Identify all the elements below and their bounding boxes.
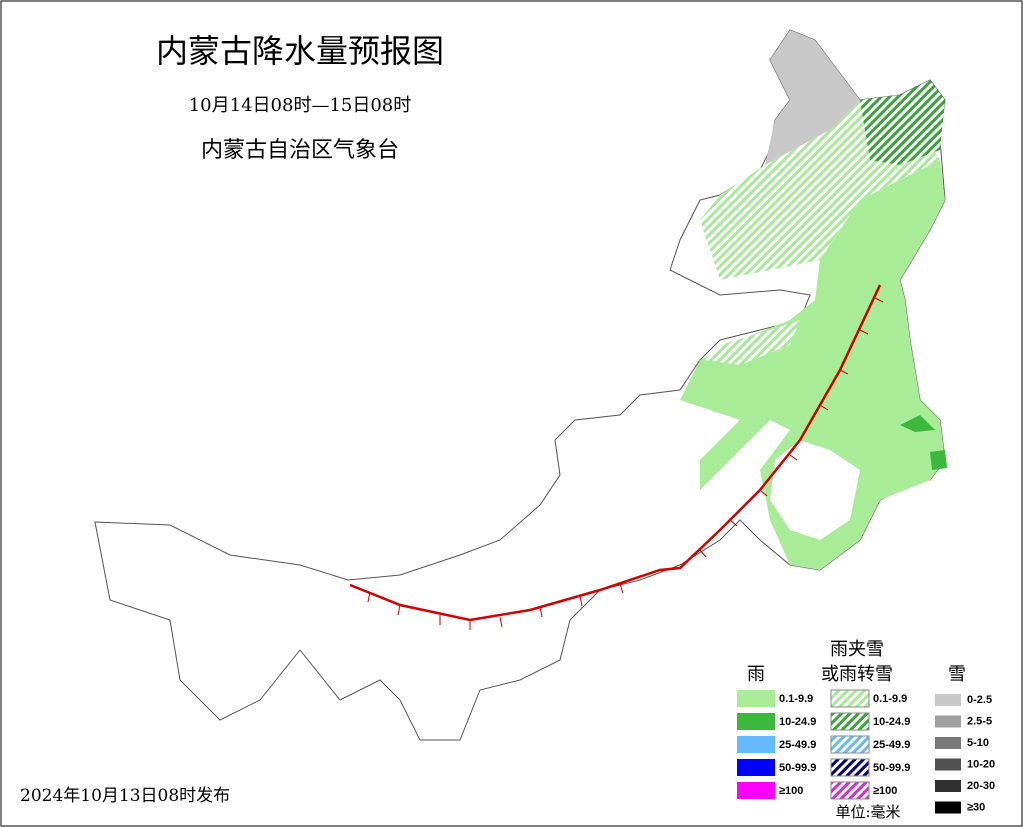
snow-area (765, 30, 860, 165)
legend-swatch (737, 782, 775, 799)
rain-moderate-area-2 (930, 450, 947, 470)
legend-label: 25-49.9 (873, 739, 910, 751)
rain-mixed-west (705, 320, 800, 365)
legend-swatch (737, 713, 775, 730)
boundary-ticks (367, 297, 884, 630)
legend-label: 0-2.5 (967, 694, 992, 706)
legend-label: 20-30 (967, 780, 995, 792)
mixed-heavy-area (860, 80, 945, 165)
legend-swatch (830, 735, 870, 754)
legend-title: 雪 (948, 664, 966, 685)
dry-hole (770, 440, 860, 540)
legend-title: 雨 (747, 664, 765, 685)
legend-swatch (830, 758, 870, 777)
legend-swatch (830, 781, 870, 800)
legend-label: ≥100 (779, 785, 803, 797)
legend-swatch (737, 759, 775, 776)
issuer: 内蒙古自治区气象台 (201, 138, 399, 163)
legend-label: 0.1-9.9 (873, 693, 907, 705)
legend-swatch (830, 689, 870, 708)
legend-label: 10-24.9 (873, 716, 910, 728)
rain-boundary (349, 284, 882, 622)
legend: 0.1-9.9 10-24.9 25-49.9 50-99.9 ≥100 0.1-9.9 1… (737, 639, 995, 821)
legend-label: 5-10 (967, 737, 989, 749)
rain-light-area (680, 160, 945, 570)
legend-label: 10-20 (967, 758, 995, 770)
legend-swatch (737, 736, 775, 753)
legend-title: 雨夹雪 (830, 639, 884, 660)
period: 10月14日08时—15日08时 (189, 95, 412, 116)
legend-label: ≥100 (873, 785, 897, 797)
legend-label: 2.5-5 (967, 715, 992, 727)
legend-label: 50-99.9 (873, 762, 910, 774)
legend-label: 25-49.9 (779, 739, 816, 751)
legend-title: 或雨转雪 (821, 664, 893, 685)
legend-swatch (737, 690, 775, 707)
title: 内蒙古降水量预报图 (156, 32, 444, 70)
legend-swatch (830, 712, 870, 731)
legend-swatch (935, 780, 961, 792)
legend-swatch (935, 758, 961, 771)
unit-label: 单位:毫米 (835, 803, 900, 821)
legend-swatch (935, 737, 961, 749)
map (94, 29, 947, 741)
legend-swatch (935, 715, 961, 728)
legend-swatch (935, 694, 961, 706)
rain-moderate-area (900, 415, 935, 432)
legend-label: ≥30 (967, 801, 985, 813)
legend-swatch (935, 801, 961, 814)
legend-label: 0.1-9.9 (779, 693, 813, 705)
legend-label: 50-99.9 (779, 762, 816, 774)
legend-label: 10-24.9 (779, 716, 816, 728)
issue-date: 2024年10月13日08时发布 (20, 786, 230, 806)
